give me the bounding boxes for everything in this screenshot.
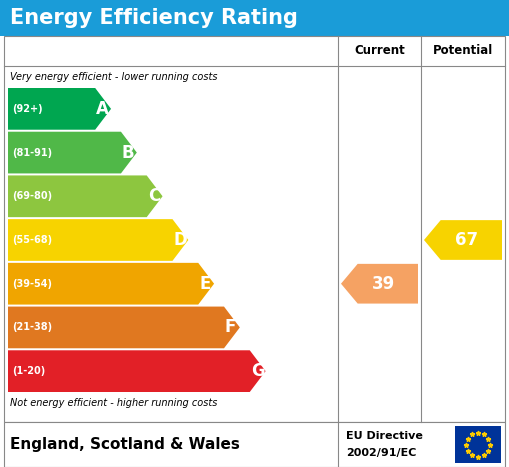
Text: D: D [174, 231, 187, 249]
Text: 67: 67 [456, 231, 478, 249]
Text: C: C [148, 187, 160, 205]
Text: (55-68): (55-68) [12, 235, 52, 245]
Polygon shape [8, 219, 188, 261]
Text: B: B [122, 143, 134, 162]
Polygon shape [8, 88, 111, 130]
Text: EU Directive: EU Directive [346, 432, 423, 441]
Text: (21-38): (21-38) [12, 322, 52, 333]
Text: Energy Efficiency Rating: Energy Efficiency Rating [10, 8, 298, 28]
Text: England, Scotland & Wales: England, Scotland & Wales [10, 437, 240, 452]
Polygon shape [8, 306, 240, 348]
Text: F: F [225, 318, 236, 336]
Text: Current: Current [354, 44, 405, 57]
Polygon shape [424, 220, 502, 260]
Bar [4, 422, 505, 467]
Polygon shape [8, 263, 214, 304]
Bar [0, 0, 509, 36]
Text: Very energy efficient - lower running costs: Very energy efficient - lower running co… [10, 72, 217, 82]
Text: Not energy efficient - higher running costs: Not energy efficient - higher running co… [10, 398, 217, 408]
Text: 39: 39 [372, 275, 395, 293]
Polygon shape [8, 132, 137, 173]
Text: E: E [199, 275, 211, 293]
Polygon shape [8, 350, 266, 392]
Text: (69-80): (69-80) [12, 191, 52, 201]
Text: G: G [251, 362, 265, 380]
Polygon shape [8, 176, 162, 217]
Text: (92+): (92+) [12, 104, 43, 114]
Text: Potential: Potential [433, 44, 493, 57]
Text: (81-91): (81-91) [12, 148, 52, 157]
Text: A: A [96, 100, 109, 118]
Text: 2002/91/EC: 2002/91/EC [346, 447, 416, 458]
Text: (1-20): (1-20) [12, 366, 45, 376]
Text: (39-54): (39-54) [12, 279, 52, 289]
Bar [4, 36, 505, 422]
Polygon shape [341, 264, 418, 304]
Bar [455, 426, 501, 463]
